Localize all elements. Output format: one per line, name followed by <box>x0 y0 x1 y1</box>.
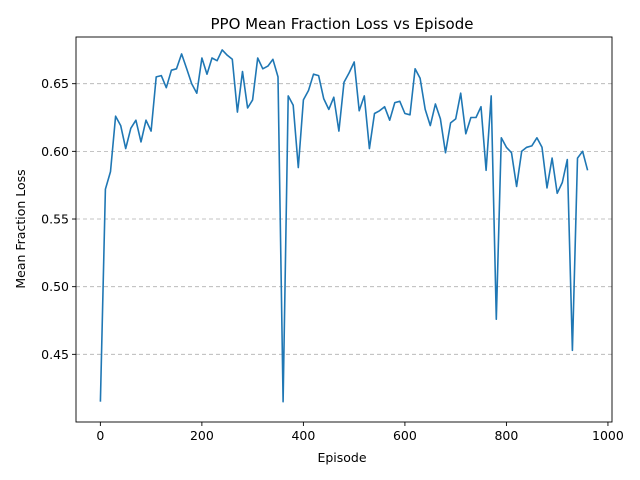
chart-title: PPO Mean Fraction Loss vs Episode <box>211 15 474 33</box>
plot-frame <box>75 36 613 423</box>
y-tick-label: 0.45 <box>41 347 69 362</box>
series-line <box>99 49 589 403</box>
x-tick-label: 200 <box>190 428 214 443</box>
x-tick-label: 1000 <box>592 428 624 443</box>
y-tick-label: 0.65 <box>41 76 69 91</box>
grid-lines <box>76 83 612 355</box>
y-tick-label: 0.60 <box>41 144 69 159</box>
x-axis-label: Episode <box>317 450 366 465</box>
x-tick-label: 800 <box>494 428 518 443</box>
axis-ticks: 0.45 0.50 0.55 0.60 0.65 0 200 400 600 800 1000 <box>41 76 624 443</box>
y-tick-label: 0.50 <box>41 279 69 294</box>
y-axis-label: Mean Fraction Loss <box>13 169 28 288</box>
x-tick-label: 400 <box>291 428 315 443</box>
y-tick-label: 0.55 <box>41 212 69 227</box>
x-tick-label: 0 <box>96 428 104 443</box>
x-tick-label: 600 <box>393 428 417 443</box>
